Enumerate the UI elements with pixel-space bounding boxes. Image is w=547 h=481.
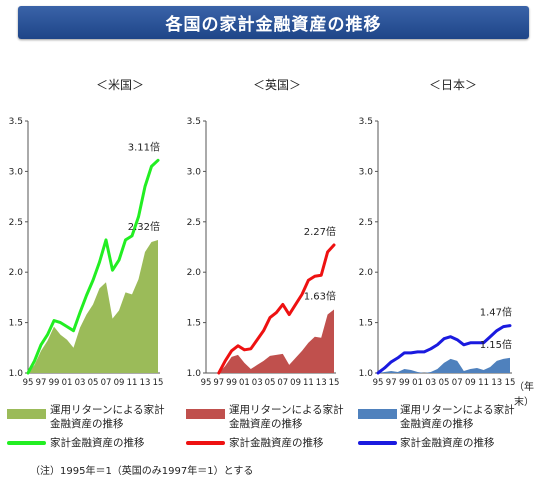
uk-x-tick-label: 95: [201, 378, 212, 388]
uk-y-tick-label: 2.5: [187, 218, 201, 228]
uk-x-tick-label: 01: [239, 378, 250, 388]
us-x-tick-label: 03: [75, 378, 86, 388]
uk-y-tick-label: 3.5: [187, 117, 201, 127]
us-x-tick-label: 99: [49, 378, 60, 388]
jp-x-tick-label: 05: [439, 378, 450, 388]
us-x-tick-label: 09: [114, 378, 125, 388]
jp-x-tick-label: 11: [478, 378, 489, 388]
footnote: （注）1995年＝1（英国のみ1997年＝1）とする: [30, 466, 254, 477]
uk-x-tick-label: 07: [277, 378, 288, 388]
uk-line-legend: 家計金融資産の推移: [229, 437, 324, 449]
us-area-end-label: 2.32倍: [128, 220, 160, 233]
us-area-legend: 運用リターンによる家計金融資産の推移: [50, 404, 165, 430]
us-y-tick-label: 2.0: [9, 268, 24, 278]
uk-chart-title: ＜英国＞: [252, 78, 301, 92]
us-area-swatch: [7, 409, 46, 419]
jp-x-tick-label: 15: [505, 378, 516, 388]
jp-x-tick-label: 09: [465, 378, 476, 388]
uk-y-tick-label: 3.0: [187, 167, 202, 177]
us-y-tick-label: 3.0: [9, 167, 24, 177]
jp-y-tick-label: 3.0: [359, 167, 374, 177]
jp-line-series: [376, 324, 512, 375]
jp-y-tick-label: 3.5: [359, 117, 373, 127]
us-x-tick-label: 05: [88, 378, 99, 388]
jp-area-legend: 運用リターンによる家計金融資産の推移: [400, 404, 515, 430]
jp-y-tick-label: 1.0: [359, 369, 374, 379]
uk-line-end-label: 2.27倍: [304, 225, 336, 238]
us-y-tick-label: 2.5: [9, 218, 23, 228]
charts-svg: 1.01.52.02.53.03.595 97 99 01 03 05 07 09 11 13 15…: [9, 117, 516, 388]
us-x-tick-label: 07: [101, 378, 112, 388]
us-line-legend: 家計金融資産の推移: [50, 437, 145, 449]
us-y-tick-label: 3.5: [9, 117, 23, 127]
title-banner: 各国の家計金融資産の推移: [18, 6, 529, 39]
jp-x-tick-label: 97: [386, 378, 397, 388]
us-x-tick-label: 13: [140, 378, 151, 388]
jp-x-tick-label: 99: [399, 378, 410, 388]
jp-y-tick-label: 2.5: [359, 218, 373, 228]
us-x-tick-label: 95: [23, 378, 34, 388]
us-x-tick-label: 97: [36, 378, 47, 388]
uk-area-legend: 運用リターンによる家計金融資産の推移: [229, 404, 344, 430]
jp-area-series: [378, 357, 510, 373]
uk-area-end-label: 1.63倍: [304, 289, 336, 302]
us-y-tick-label: 1.0: [9, 369, 24, 379]
uk-line-swatch: [186, 441, 225, 445]
uk-y-tick-label: 2.0: [187, 268, 202, 278]
us-line-end-label: 3.11倍: [128, 140, 160, 153]
jp-line-legend: 家計金融資産の推移: [400, 437, 495, 449]
uk-x-tick-label: 97: [213, 378, 224, 388]
uk-x-tick-label: 99: [226, 378, 237, 388]
page-title: 各国の家計金融資産の推移: [165, 15, 382, 35]
uk-x-tick-label: 11: [303, 378, 314, 388]
uk-area-swatch: [186, 409, 225, 419]
jp-area-swatch: [358, 409, 397, 419]
uk-x-tick-label: 09: [290, 378, 301, 388]
jp-x-tick-label: 13: [491, 378, 502, 388]
jp-chart-title: ＜日本＞: [428, 78, 477, 92]
uk-x-tick-label: 13: [316, 378, 327, 388]
us-y-tick-label: 1.5: [9, 319, 23, 329]
us-x-tick-label: 11: [127, 378, 138, 388]
us-area-series: [28, 239, 158, 373]
jp-x-tick-label: 03: [425, 378, 436, 388]
x-unit-label: （年末）: [514, 382, 534, 408]
jp-line-swatch: [358, 441, 397, 445]
jp-y-tick-label: 2.0: [359, 268, 374, 278]
uk-x-tick-label: 05: [265, 378, 276, 388]
us-line-swatch: [7, 441, 46, 445]
uk-line-series: [217, 243, 336, 375]
jp-y-tick-label: 1.5: [359, 319, 373, 329]
us-x-tick-label: 15: [153, 378, 164, 388]
us-line-series: [26, 158, 160, 375]
us-chart-title: ＜米国＞: [95, 78, 144, 92]
uk-y-tick-label: 1.0: [187, 369, 202, 379]
jp-x-tick-label: 07: [452, 378, 463, 388]
uk-y-tick-label: 1.5: [187, 319, 201, 329]
uk-x-tick-label: 03: [252, 378, 263, 388]
jp-line-end-label: 1.47倍: [480, 306, 512, 319]
uk-area-series: [218, 309, 334, 373]
jp-x-tick-label: 01: [412, 378, 423, 388]
uk-x-tick-label: 15: [329, 378, 340, 388]
jp-x-tick-label: 95: [373, 378, 384, 388]
jp-area-end-label: 1.15倍: [480, 338, 512, 351]
us-x-tick-label: 01: [62, 378, 73, 388]
